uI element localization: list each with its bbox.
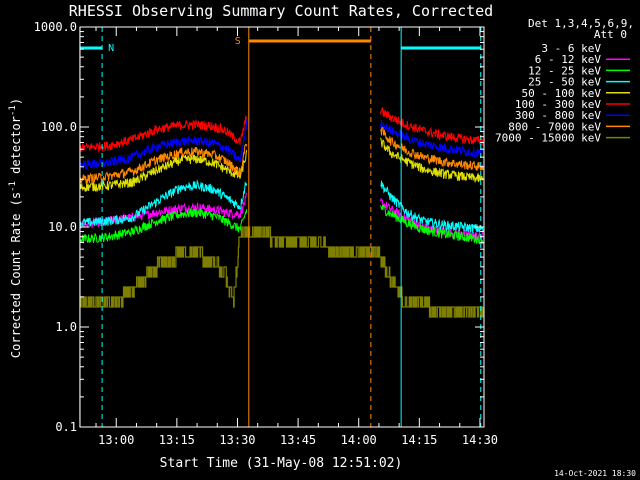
y-tick-label: 1000.0 — [34, 20, 77, 34]
series-line — [79, 149, 248, 193]
series-7000-15000-kev — [79, 226, 484, 318]
saa-flag-label: S — [235, 36, 241, 47]
x-tick-label: 13:00 — [98, 433, 134, 447]
legend-entry-label: 25 - 50 keV — [528, 76, 601, 89]
series-line — [79, 226, 484, 318]
series-line — [380, 198, 484, 241]
x-tick-label: 13:15 — [159, 433, 195, 447]
series-line-dark — [78, 205, 249, 267]
series-line — [79, 179, 248, 228]
series-300-800-kev — [79, 119, 484, 170]
legend-entry-label: 7000 - 15000 keV — [495, 132, 601, 145]
series-800-7000-kev — [79, 126, 484, 185]
legend-entry-label: 300 - 800 keV — [515, 109, 601, 122]
legend-header-detectors: Det 1,3,4,5,6,9, — [528, 17, 634, 30]
series-line — [380, 137, 484, 183]
y-axis-label-part: detector — [9, 116, 23, 181]
y-tick-label: 1.0 — [55, 320, 77, 334]
x-axis-label: Start Time (31-May-08 12:51:02) — [160, 456, 403, 471]
series-line — [380, 204, 484, 245]
legend-entry-label: 100 - 300 keV — [515, 98, 601, 111]
y-tick-label: 10.0 — [48, 220, 77, 234]
series-line — [380, 180, 484, 233]
legend-entry-label: 50 - 100 keV — [522, 87, 602, 100]
series-line — [380, 119, 484, 159]
y-tick-label: 100.0 — [41, 120, 77, 134]
series-line — [79, 208, 248, 244]
series-100-300-kev — [79, 106, 484, 153]
series-line — [79, 119, 248, 170]
series-line — [79, 143, 248, 185]
legend-entry-label: 12 - 25 keV — [528, 64, 601, 77]
y-axis-label: Corrected Count Rate (s-1 detector-1) — [8, 98, 23, 358]
night-flag-label: N — [108, 43, 114, 54]
x-tick-label: 14:00 — [341, 433, 377, 447]
y-axis-label-superscript: -1 — [8, 181, 18, 192]
series-line — [380, 106, 484, 146]
x-tick-label: 14:15 — [401, 433, 437, 447]
legend-header-attenuator: Att 0 — [594, 28, 627, 41]
y-axis-label-part: ) — [9, 98, 23, 105]
series-line — [79, 115, 248, 153]
series-line-dark — [379, 214, 485, 259]
x-tick-label: 13:45 — [280, 433, 316, 447]
x-tick-label: 13:30 — [219, 433, 255, 447]
y-axis-label-part: Corrected Count Rate (s — [9, 192, 23, 358]
series-12-25-kev — [79, 204, 484, 245]
y-axis-label-superscript: -1 — [8, 105, 18, 116]
chart-title: RHESSI Observing Summary Count Rates, Co… — [69, 2, 493, 20]
series-25-50-kev — [79, 179, 484, 233]
series-line — [380, 126, 484, 172]
series-50-100-kev — [79, 137, 484, 193]
legend-entry-label: 3 - 6 keV — [541, 42, 601, 55]
y-tick-label: 0.1 — [55, 420, 77, 434]
plot-elements: N S 0.1 1.0 10.0 100.0 1000.0 13:00 13:15 13:30 13… — [34, 20, 498, 447]
series-3-6-kev — [78, 205, 485, 267]
legend-entry-label: 6 - 12 keV — [535, 53, 602, 66]
legend-entry-label: 800 - 7000 keV — [508, 120, 601, 133]
footer-date: 14-Oct-2021 18:30 — [554, 469, 636, 478]
x-tick-label: 14:30 — [462, 433, 498, 447]
